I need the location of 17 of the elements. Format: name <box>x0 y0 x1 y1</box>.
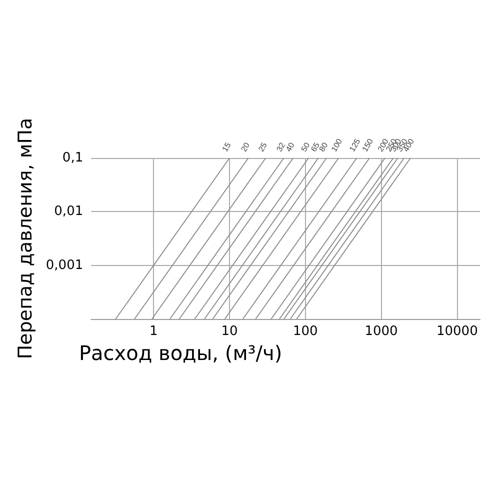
x-tick-label: 10 <box>221 324 238 339</box>
y-axis-title: Перепад давления, мПа <box>14 118 36 360</box>
y-tick-label: 0,001 <box>46 258 84 273</box>
text: 125 <box>348 136 362 154</box>
text: 150 <box>360 136 376 154</box>
text: 25 <box>256 140 270 154</box>
text: 20 <box>239 140 252 154</box>
x-tick-label: 100 <box>292 324 318 339</box>
x-tick-label: 1000 <box>364 324 398 339</box>
y-tick-label: 0,1 <box>62 150 84 166</box>
text: 15 <box>220 140 233 154</box>
text: 100 <box>330 136 344 154</box>
text: 50 <box>299 140 312 154</box>
x-axis-title: Расход воды, (м³/ч) <box>78 341 282 365</box>
y-tick-label: 0,01 <box>54 204 84 220</box>
x-tick-label: 10000 <box>436 324 478 339</box>
x-tick-label: 1 <box>149 324 158 339</box>
